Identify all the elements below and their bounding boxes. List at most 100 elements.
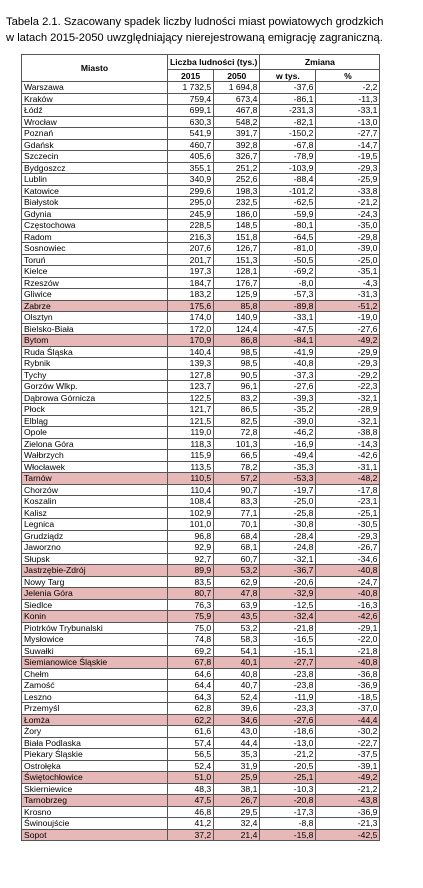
population-2050-cell: 101,3 <box>213 437 261 450</box>
change-percent-cell: -51,2 <box>315 299 381 312</box>
population-2050-cell: 66,5 <box>213 449 261 462</box>
table-row: Słupsk 92,7 60,7 -32,1 -34,6 <box>21 552 381 565</box>
change-thousands-cell: -78,9 <box>259 150 317 163</box>
table-row: Opole 119,0 72,8 -46,2 -38,8 <box>21 426 381 439</box>
table-row: Piekary Śląskie 56,5 35,3 -21,2 -37,5 <box>21 748 381 761</box>
change-percent-cell: -24,3 <box>315 207 381 220</box>
table-row: Konin 75,9 43,5 -32,4 -42,6 <box>21 610 381 623</box>
table-row: Bielsko-Biała 172,0 124,4 -47,5 -27,6 <box>21 322 381 335</box>
population-2015-cell: 170,9 <box>166 334 215 347</box>
change-thousands-cell: -231,3 <box>259 104 317 117</box>
population-2050-cell: 176,7 <box>213 276 261 289</box>
city-cell: Przemyśl <box>21 702 168 715</box>
population-2015-cell: 460,7 <box>166 138 215 151</box>
city-cell: Zabrze <box>21 299 168 312</box>
table-row: Sopot 37,2 21,4 -15,8 -42,5 <box>21 828 381 841</box>
change-percent-cell: -13,0 <box>315 115 381 128</box>
population-column-header: Liczba ludności (tys.) <box>166 54 261 70</box>
change-thousands-cell: -20,6 <box>259 575 317 588</box>
population-2050-cell: 82,5 <box>213 414 261 427</box>
population-2050-cell: 40,8 <box>213 667 261 680</box>
change-percent-cell: -22,3 <box>315 380 381 393</box>
change-percent-cell: -14,3 <box>315 437 381 450</box>
population-2015-cell: 67,8 <box>166 656 215 669</box>
change-percent-cell: -2,2 <box>315 81 381 94</box>
city-cell: Piekary Śląskie <box>21 748 168 761</box>
table-row: Wałbrzych 115,9 66,5 -49,4 -42,6 <box>21 449 381 462</box>
change-percent-cell: -14,7 <box>315 138 381 151</box>
population-2015-cell: 110,5 <box>166 472 215 485</box>
city-cell: Warszawa <box>21 81 168 94</box>
population-2015-cell: 89,9 <box>166 564 215 577</box>
caption-line-1: Tabela 2.1. Szacowany spadek liczby ludn… <box>6 16 384 28</box>
population-2050-cell: 98,5 <box>213 345 261 358</box>
change-thousands-cell: -37,6 <box>259 81 317 94</box>
city-cell: Częstochowa <box>21 219 168 232</box>
table-caption: Tabela 2.1. Szacowany spadek liczby ludn… <box>6 14 416 46</box>
population-2050-cell: 148,5 <box>213 219 261 232</box>
change-thousands-cell: -37,3 <box>259 368 317 381</box>
city-cell: Radom <box>21 230 168 243</box>
population-2015-cell: 47,5 <box>166 794 215 807</box>
table-row: Grudziądz 96,8 68,4 -28,4 -29,3 <box>21 529 381 542</box>
change-thousands-cell: -8,8 <box>259 817 317 830</box>
change-percent-cell: -30,5 <box>315 518 381 531</box>
population-2015-cell: 57,4 <box>166 736 215 749</box>
population-2050-cell: 78,2 <box>213 460 261 473</box>
change-percent-cell: -29,3 <box>315 529 381 542</box>
population-2015-cell: 207,6 <box>166 242 215 255</box>
population-2015-cell: 74,8 <box>166 633 215 646</box>
city-cell: Sosnowiec <box>21 242 168 255</box>
population-2015-cell: 108,4 <box>166 495 215 508</box>
change-percent-header: % <box>315 69 381 82</box>
city-cell: Łódź <box>21 104 168 117</box>
change-thousands-cell: -46,2 <box>259 426 317 439</box>
change-percent-cell: -27,6 <box>315 322 381 335</box>
table-row: Skierniewice 48,3 38,1 -10,3 -21,2 <box>21 782 381 795</box>
change-thousands-cell: -80,1 <box>259 219 317 232</box>
table-row: Świnoujście 41,2 32,4 -8,8 -21,3 <box>21 817 381 830</box>
city-cell: Kalisz <box>21 506 168 519</box>
city-cell: Białystok <box>21 196 168 209</box>
population-2050-cell: 26,7 <box>213 794 261 807</box>
city-cell: Krosno <box>21 805 168 818</box>
population-2050-cell: 86,8 <box>213 334 261 347</box>
table-row: Chorzów 110,4 90,7 -19,7 -17,8 <box>21 483 381 496</box>
city-cell: Konin <box>21 610 168 623</box>
population-2050-cell: 32,4 <box>213 817 261 830</box>
change-percent-cell: -19,5 <box>315 150 381 163</box>
city-cell: Leszno <box>21 690 168 703</box>
population-2015-cell: 140,4 <box>166 345 215 358</box>
table-row: Białystok 295,0 232,5 -62,5 -21,2 <box>21 196 381 209</box>
population-2050-cell: 198,3 <box>213 184 261 197</box>
population-2050-cell: 1 694,8 <box>213 81 261 94</box>
table-row: Gdańsk 460,7 392,8 -67,8 -14,7 <box>21 138 381 151</box>
population-2015-cell: 64,4 <box>166 679 215 692</box>
change-thousands-cell: -21,8 <box>259 621 317 634</box>
change-percent-cell: -39,1 <box>315 759 381 772</box>
city-cell: Siemianowice Śląskie <box>21 656 168 669</box>
table-row: Suwałki 69,2 54,1 -15,1 -21,8 <box>21 644 381 657</box>
city-cell: Gliwice <box>21 288 168 301</box>
population-2050-cell: 54,1 <box>213 644 261 657</box>
change-percent-cell: -48,2 <box>315 472 381 485</box>
population-2015-cell: 405,6 <box>166 150 215 163</box>
change-thousands-cell: -41,9 <box>259 345 317 358</box>
population-2015-cell: 110,4 <box>166 483 215 496</box>
change-thousands-cell: -35,3 <box>259 460 317 473</box>
table-row: Bytom 170,9 86,8 -84,1 -49,2 <box>21 334 381 347</box>
table-row: Świętochłowice 51,0 25,9 -25,1 -49,2 <box>21 771 381 784</box>
change-percent-cell: -24,7 <box>315 575 381 588</box>
city-cell: Lublin <box>21 173 168 186</box>
population-2050-cell: 43,0 <box>213 725 261 738</box>
table-row: Gliwice 183,2 125,9 -57,3 -31,3 <box>21 288 381 301</box>
table-row: Włocławek 113,5 78,2 -35,3 -31,1 <box>21 460 381 473</box>
population-2015-cell: 139,3 <box>166 357 215 370</box>
population-2015-cell: 51,0 <box>166 771 215 784</box>
population-2050-cell: 86,5 <box>213 403 261 416</box>
change-percent-cell: -21,2 <box>315 782 381 795</box>
change-thousands-cell: -16,9 <box>259 437 317 450</box>
city-cell: Jastrzębie-Zdrój <box>21 564 168 577</box>
change-percent-cell: -29,2 <box>315 368 381 381</box>
change-thousands-cell: -47,5 <box>259 322 317 335</box>
